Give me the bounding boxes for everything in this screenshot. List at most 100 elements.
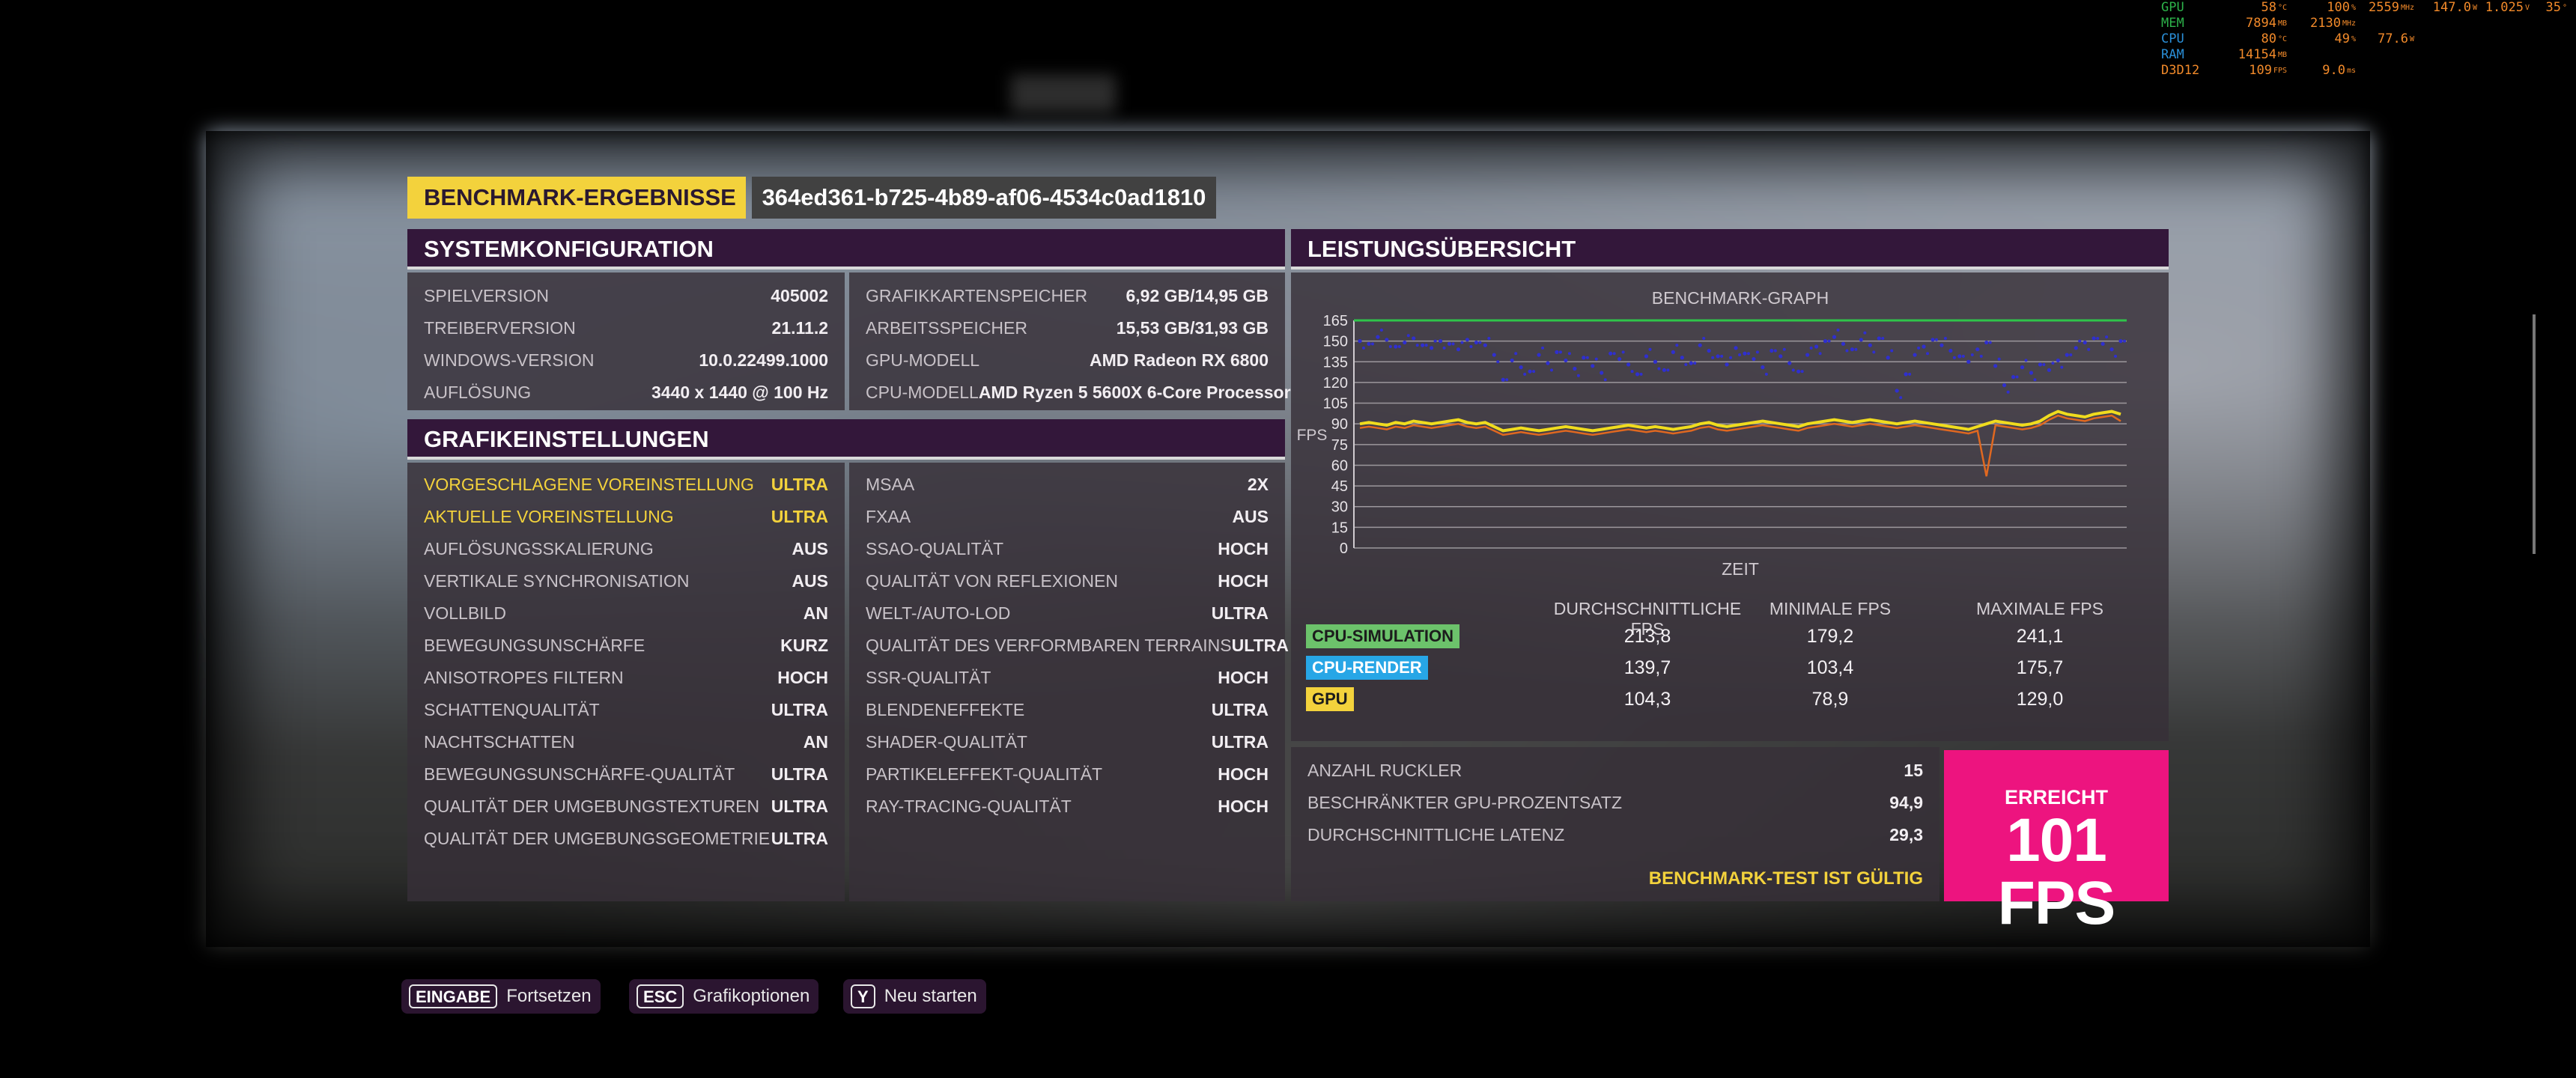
graphics-setting-row-value: ULTRA xyxy=(771,700,828,719)
chart-point-series-1 xyxy=(1635,372,1640,377)
overlay-row: RAM 14154 MB xyxy=(2161,47,2576,63)
system-config-row-label: CPU-MODELL xyxy=(866,383,979,402)
chart-point-series-1 xyxy=(1505,378,1509,382)
chart-y-tick-label: 150 xyxy=(1323,334,1348,350)
benchmark-graph: BENCHMARK-GRAPH 0 15 30 45 60 75 90 105 120 135 150… xyxy=(1291,281,2152,626)
fps-stats-table: DURCHSCHNITTLICHE FPS MINIMALE FPS MAXIMAL… xyxy=(1291,596,2169,746)
chart-point-series-1 xyxy=(2074,346,2078,350)
chart-point-series-1 xyxy=(1778,354,1783,359)
extra-stat-row-label: DURCHSCHNITTLICHE LATENZ xyxy=(1307,825,1565,844)
chart-point-series-1 xyxy=(1362,346,1365,350)
graphics-setting-row: RAY-TRACING-QUALITÄT HOCH xyxy=(866,791,1269,823)
chart-point-series-1 xyxy=(1895,389,1899,393)
graphics-setting-row-value: ULTRA xyxy=(1211,700,1269,719)
chart-point-series-1 xyxy=(1770,348,1774,353)
chart-point-series-1 xyxy=(2069,353,2073,357)
system-config-row: SPIELVERSION 405002 xyxy=(424,280,828,312)
graphics-setting-row-value: 2X xyxy=(1247,475,1269,494)
overlay-value-unit: W xyxy=(2472,4,2477,12)
chart-point-series-1 xyxy=(1496,360,1500,364)
chart-point-series-1 xyxy=(2020,365,2025,370)
overlay-value-unit: % xyxy=(2351,35,2356,43)
graphics-setting-row-value: HOCH xyxy=(777,668,828,687)
background-blurred-sign xyxy=(1011,75,1116,112)
chart-y-tick-label: 90 xyxy=(1331,416,1348,433)
graphics-setting-row-label: VOLLBILD xyxy=(424,603,506,623)
chart-point-series-1 xyxy=(1764,372,1768,376)
chart-point-series-1 xyxy=(2038,362,2043,367)
chart-point-series-1 xyxy=(1738,353,1742,357)
restart-prompt[interactable]: Y Neu starten xyxy=(843,979,986,1014)
graphics-setting-row-label: QUALITÄT DER UMGEBUNGSGEOMETRIE xyxy=(424,829,771,848)
graphics-setting-row: ANISOTROPES FILTERN HOCH xyxy=(424,662,828,694)
chart-point-series-1 xyxy=(1818,352,1822,356)
chart-point-series-1 xyxy=(2024,359,2028,362)
graphics-setting-row-label: WELT-/AUTO-LOD xyxy=(866,603,1011,623)
graphics-options-prompt[interactable]: ESC Grafikoptionen xyxy=(629,979,819,1014)
chart-point-series-1 xyxy=(2002,383,2007,388)
continue-prompt[interactable]: EINGABE Fortsetzen xyxy=(401,979,601,1014)
overlay-row-name: RAM xyxy=(2161,47,2184,62)
chart-point-series-1 xyxy=(1385,338,1389,342)
graphics-setting-row-value: ULTRA xyxy=(771,507,828,526)
chart-point-series-1 xyxy=(1809,346,1813,350)
chart-point-series-1 xyxy=(2083,340,2087,345)
overlay-value-number: 77.6 xyxy=(2378,31,2408,46)
chart-point-series-1 xyxy=(1782,347,1786,351)
system-config-row-value: 10.0.22499.1000 xyxy=(699,350,828,370)
chart-point-series-1 xyxy=(1421,343,1425,347)
chart-point-series-1 xyxy=(1671,350,1675,354)
chart-point-series-1 xyxy=(1752,356,1756,362)
graphics-setting-row-label: MSAA xyxy=(866,475,915,494)
chart-point-series-1 xyxy=(1908,372,1912,376)
chart-point-series-1 xyxy=(1850,347,1855,352)
graphics-setting-row: BEWEGUNGSUNSCHÄRFE-QUALITÄT ULTRA xyxy=(424,758,828,791)
chart-point-series-1 xyxy=(1975,347,1980,352)
chart-y-tick-label: 75 xyxy=(1331,437,1348,454)
graphics-setting-row: QUALITÄT DES VERFORMBAREN TERRAINS ULTRA xyxy=(866,630,1289,662)
graphics-setting-row: AKTUELLE VOREINSTELLUNG ULTRA xyxy=(424,501,828,533)
chart-point-series-1 xyxy=(1639,372,1643,376)
overlay-row: GPU 58 °C 100% 2559 MHz 147.0 W 1.025 V 35 ° xyxy=(2161,0,2576,16)
extra-stat-row-value: 29,3 xyxy=(1889,825,1923,844)
chart-point-series-1 xyxy=(2015,375,2019,379)
chart-point-series-1 xyxy=(2029,371,2034,375)
fps-stats-cell: 175,7 xyxy=(2016,657,2064,678)
chart-point-series-1 xyxy=(1447,341,1452,346)
page-title: BENCHMARK-ERGEBNISSE xyxy=(407,177,746,219)
overlay-value-number: 58 xyxy=(2261,0,2276,15)
graphics-setting-row-label: QUALITÄT DES VERFORMBAREN TERRAINS xyxy=(866,636,1232,655)
chart-point-series-1 xyxy=(2042,362,2046,366)
chart-point-series-1 xyxy=(1984,340,1989,345)
graphics-setting-row-value: AUS xyxy=(792,571,828,591)
system-config-row: TREIBERVERSION 21.11.2 xyxy=(424,312,828,344)
chart-point-series-1 xyxy=(2056,358,2060,363)
graphics-setting-row: QUALITÄT VON REFLEXIONEN HOCH xyxy=(866,565,1269,597)
chart-point-series-1 xyxy=(1666,368,1670,372)
system-config-row: GPU-MODELL AMD Radeon RX 6800 xyxy=(866,344,1269,377)
chart-point-series-1 xyxy=(1823,339,1828,344)
chart-point-series-1 xyxy=(1720,354,1724,358)
chart-point-series-1 xyxy=(1403,340,1407,345)
graphics-setting-row-label: FXAA xyxy=(866,507,911,526)
chart-point-series-1 xyxy=(1970,353,1974,357)
overlay-value: 35 ° xyxy=(2530,0,2567,16)
graphics-setting-row-label: BLENDENEFFEKTE xyxy=(866,700,1025,719)
graphics-setting-row: MSAA 2X xyxy=(866,469,1269,501)
restart-label: Neu starten xyxy=(884,986,977,1006)
chart-point-series-1 xyxy=(1397,345,1401,349)
chart-point-series-1 xyxy=(2123,339,2126,343)
chart-point-series-1 xyxy=(1456,347,1461,352)
graphics-setting-row: VORGESCHLAGENE VOREINSTELLUNG ULTRA xyxy=(424,469,828,501)
chart-point-series-1 xyxy=(1376,335,1380,339)
chart-point-series-1 xyxy=(1943,336,1947,340)
chart-point-series-1 xyxy=(2092,336,2096,341)
chart-point-series-1 xyxy=(2109,347,2114,352)
chart-point-series-1 xyxy=(1773,349,1777,353)
chart-point-series-1 xyxy=(1791,368,1795,372)
graphics-setting-row-label: SCHATTENQUALITÄT xyxy=(424,700,600,719)
system-config-row-value: 3440 x 1440 @ 100 Hz xyxy=(651,383,828,402)
graphics-setting-row-label: BEWEGUNGSUNSCHÄRFE-QUALITÄT xyxy=(424,764,735,784)
chart-point-series-1 xyxy=(1734,346,1738,350)
chart-point-series-1 xyxy=(1881,336,1885,340)
